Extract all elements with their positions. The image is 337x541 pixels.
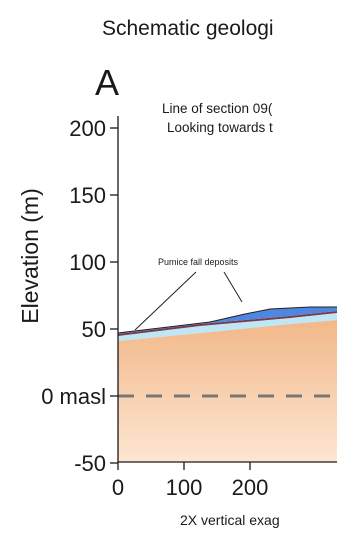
figure-title: Schematic geologi [102,17,274,40]
y-tick-label: 150 [69,183,106,208]
x-tick-label: 100 [166,475,203,500]
callout-label: Pumice fall deposits [158,257,239,267]
x-tick-label: 200 [232,475,269,500]
y-axis-title: Elevation (m) [17,188,43,323]
panel-label: A [95,62,120,103]
section-line-label: Line of section 09( [162,101,273,116]
y-tick-label: -50 [74,451,106,476]
y-tick-label: 200 [69,116,106,141]
red-layer [118,311,337,336]
light-layer [118,313,337,341]
callout-leader [134,271,197,331]
pumice-deposit [118,307,337,334]
surface-outline [117,306,337,334]
y-tick-label: 0 masl [41,384,106,409]
vertical-exaggeration-label: 2X vertical exag [180,512,280,528]
callout-leader [223,271,243,303]
y-tick-label: 50 [82,317,106,342]
sediment-body [118,320,337,462]
looking-direction-label: Looking towards t [167,120,273,135]
y-tick-label: 100 [69,250,106,275]
x-tick-label: 0 [112,475,124,500]
